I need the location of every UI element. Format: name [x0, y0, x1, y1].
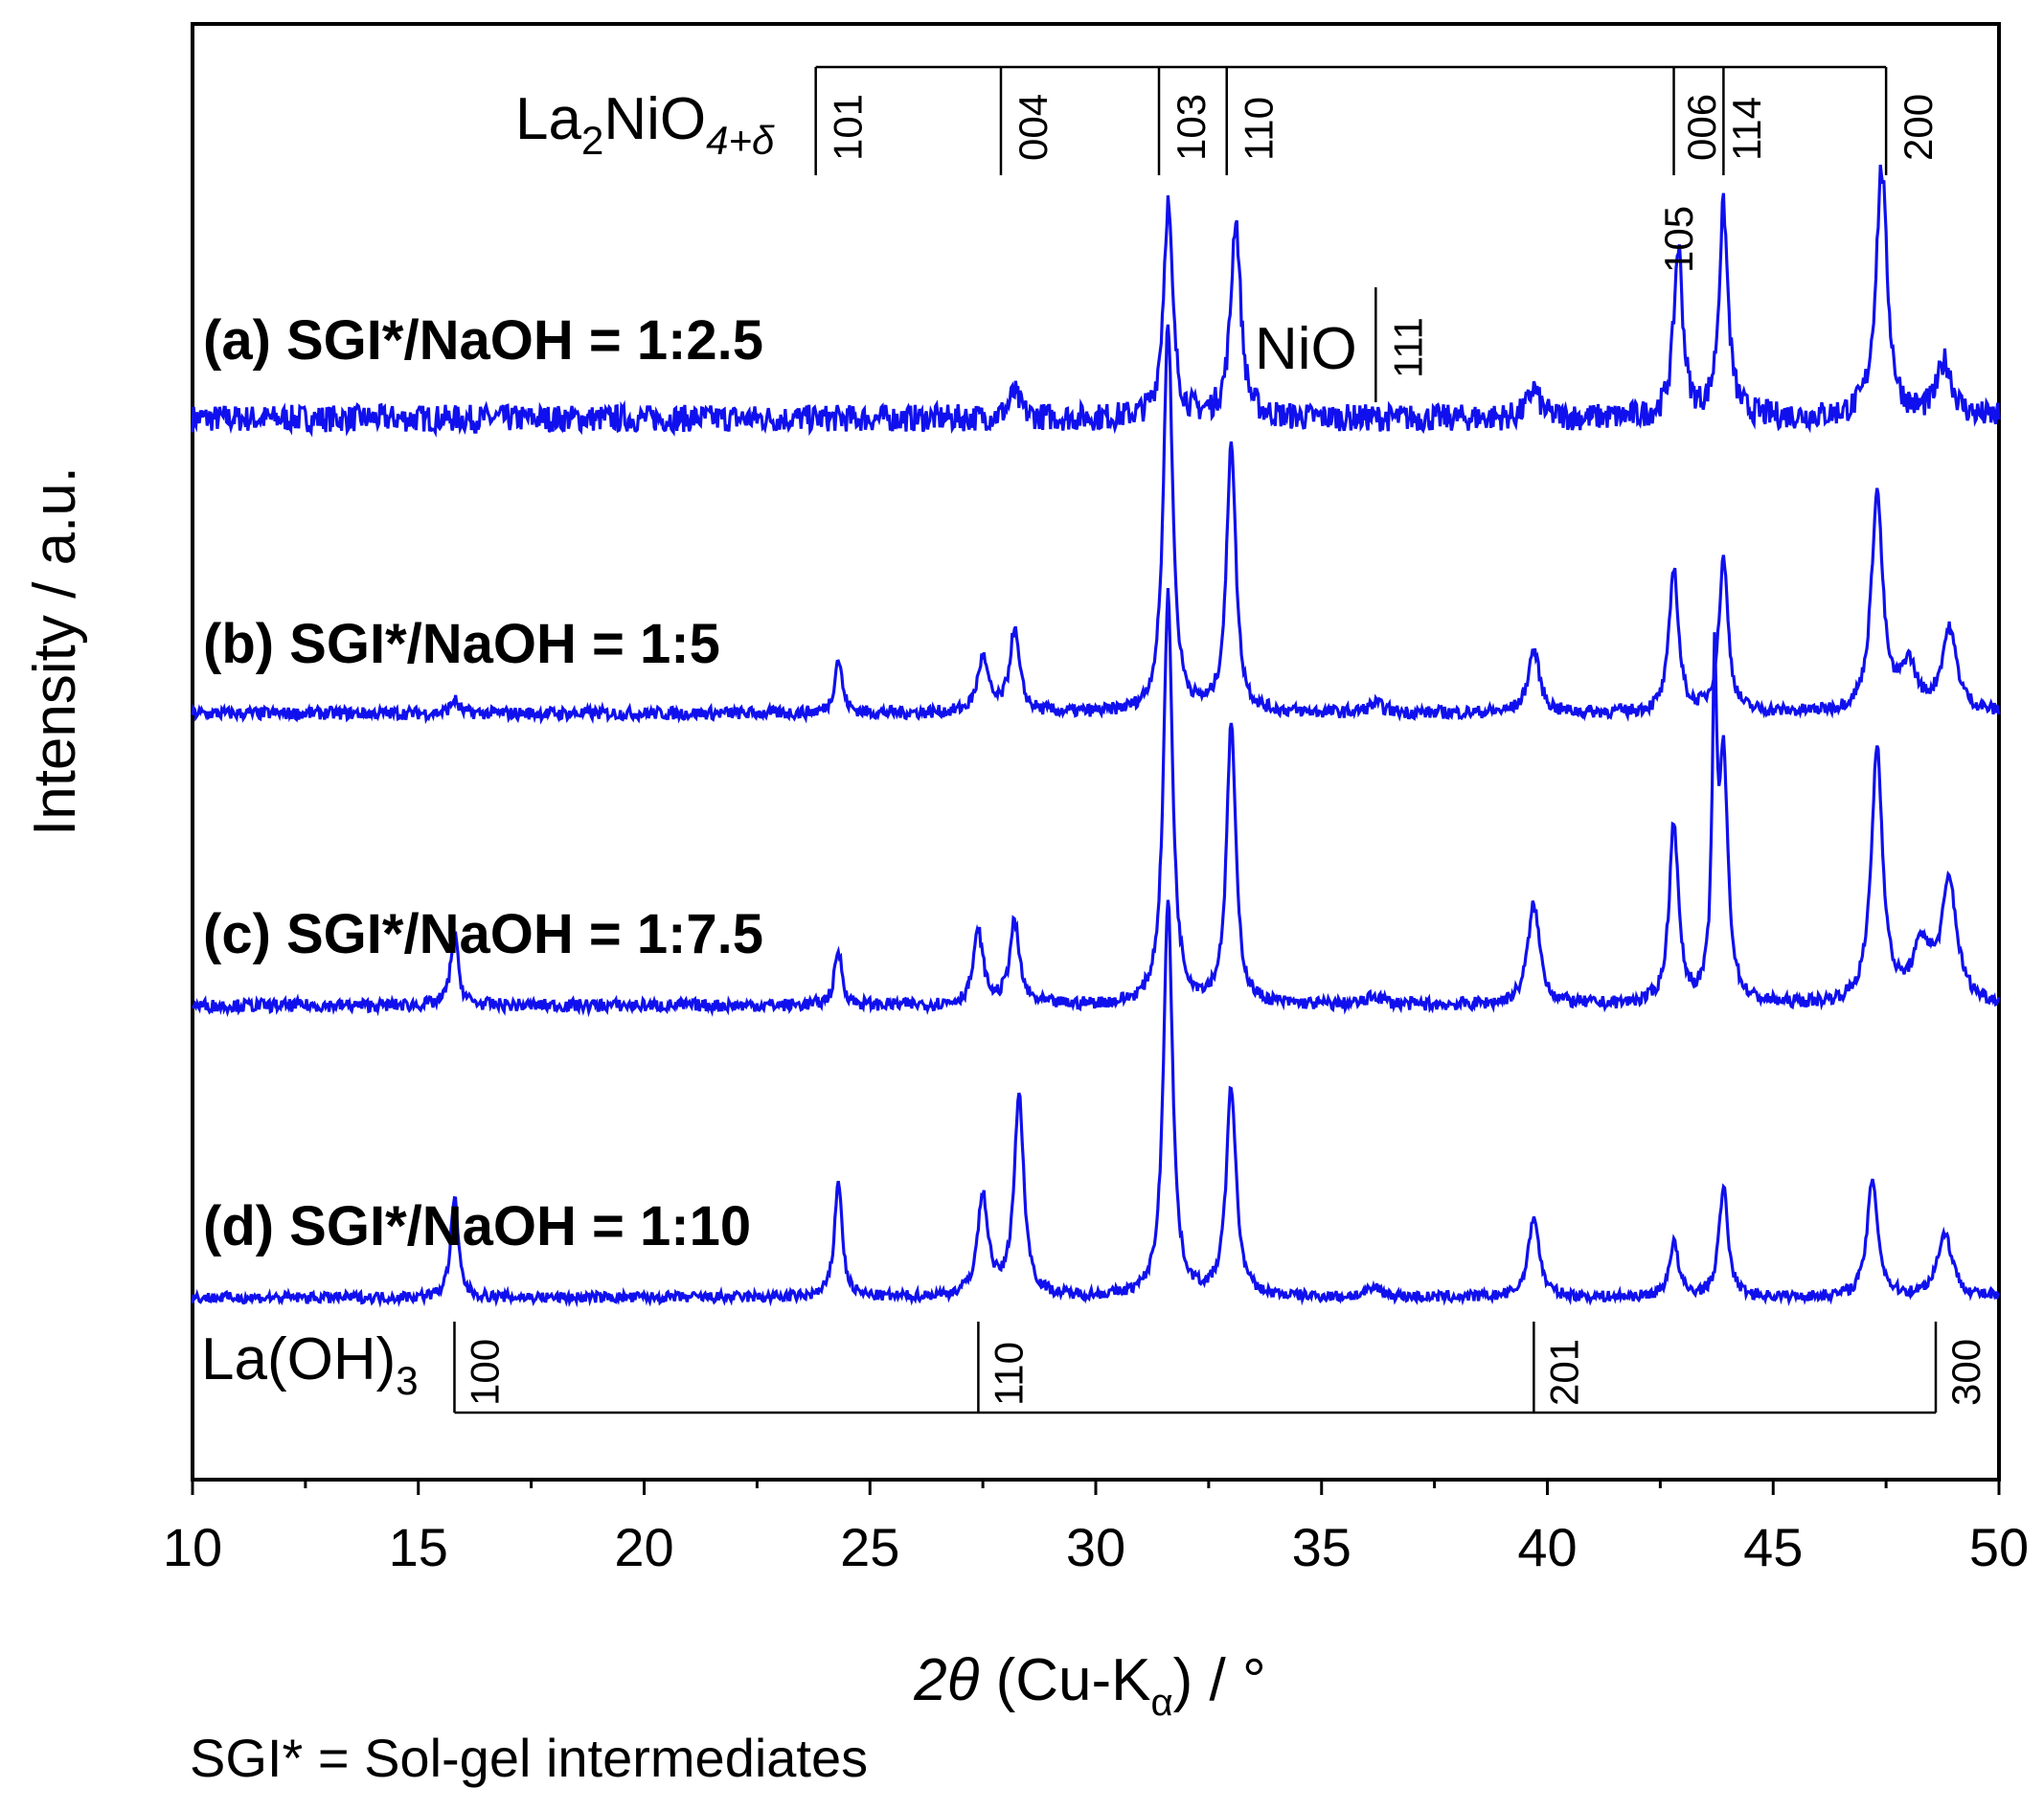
x-tick-label: 35	[1292, 1517, 1351, 1577]
hkl-label-la2nio4: 101	[826, 94, 871, 161]
series-label-3: (c) SGI*/NaOH = 1:7.5	[203, 903, 763, 965]
series-line-1	[191, 164, 2001, 438]
hkl-label-la2nio4: 114	[1724, 97, 1769, 161]
phase-label-la2nio4: La2NiO4+δ	[515, 86, 775, 163]
hkl-label-nio: 111	[1385, 317, 1430, 378]
hkl-label-la2nio4: 110	[1237, 97, 1282, 161]
footnote: SGI* = Sol-gel intermediates	[190, 1728, 868, 1788]
series-line-2	[191, 324, 2001, 725]
phase-label-nio: NiO	[1255, 316, 1357, 382]
hkl-label-la2nio4: 105	[1656, 206, 1701, 273]
y-axis-title: Intensity / a.u.	[22, 466, 88, 836]
x-tick-label: 15	[389, 1517, 448, 1577]
plot-frame	[191, 22, 2001, 1482]
x-tick-label: 20	[614, 1517, 673, 1577]
phase-label-laoh3: La(OH)3	[201, 1326, 419, 1403]
series-label-4: (d) SGI*/NaOH = 1:10	[203, 1195, 751, 1257]
x-tick-label: 30	[1066, 1517, 1125, 1577]
hkl-label-la2nio4: 103	[1169, 94, 1214, 161]
hkl-label-laoh3: 110	[986, 1342, 1031, 1406]
series-label-2: (b) SGI*/NaOH = 1:5	[203, 613, 720, 675]
hkl-label-laoh3: 100	[462, 1339, 507, 1406]
plot-area: 10 15 20 25 30 35 40 45 50 2θ (Cu-Kα) / ° Intensit…	[22, 22, 2029, 1788]
hkl-label-laoh3: 201	[1541, 1339, 1586, 1406]
hkl-label-la2nio4: 006	[1679, 94, 1724, 161]
x-tick-label: 45	[1743, 1517, 1803, 1577]
x-tick-label: 40	[1517, 1517, 1577, 1577]
hkl-label-la2nio4: 004	[1011, 94, 1056, 161]
hkl-label-la2nio4: 200	[1896, 94, 1941, 161]
hkl-label-laoh3: 300	[1943, 1339, 1988, 1406]
x-tick-label: 25	[840, 1517, 899, 1577]
series-line-3	[191, 588, 2001, 1018]
x-tick-label: 50	[1969, 1517, 2029, 1577]
x-tick-label: 10	[163, 1517, 222, 1577]
series-line-4	[191, 899, 2001, 1308]
x-axis-title: 2θ (Cu-Kα) / °	[913, 1647, 1266, 1724]
series-label-1: (a) SGI*/NaOH = 1:2.5	[203, 309, 763, 372]
